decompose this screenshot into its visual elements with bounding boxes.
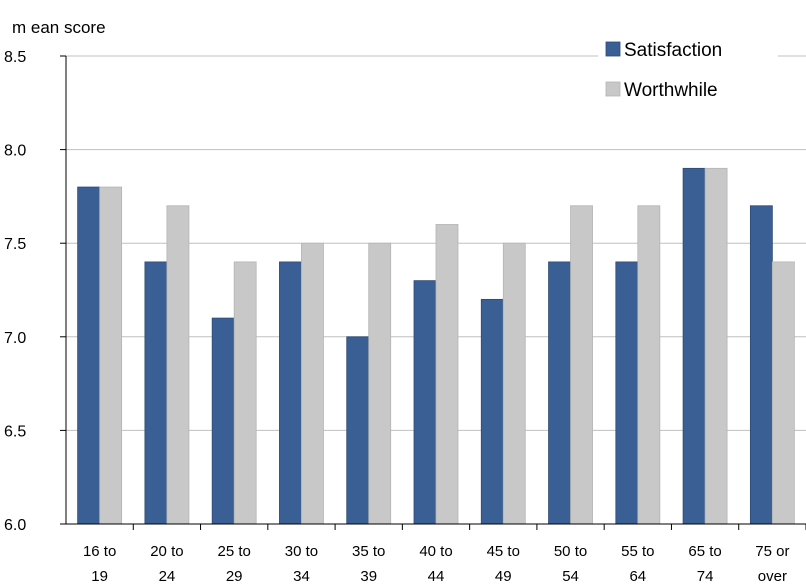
bar-satisfaction-16-to-19 bbox=[77, 186, 101, 525]
bar-satisfaction-20-to-24 bbox=[144, 261, 168, 525]
x-tick-label: 44 bbox=[428, 568, 445, 585]
legend-swatch-satisfaction bbox=[605, 41, 621, 57]
x-tick-label: 34 bbox=[293, 568, 310, 585]
x-tick-label: 29 bbox=[226, 568, 243, 585]
y-tick-label: 7.0 bbox=[4, 330, 26, 347]
x-tick-label: 65 to bbox=[688, 543, 721, 560]
bar-satisfaction-35-to-39 bbox=[346, 336, 370, 525]
x-tick-label: 20 to bbox=[150, 543, 183, 560]
y-tick-labels: 6.0 6.5 7.0 7.5 8.0 8.5 bbox=[4, 49, 26, 534]
legend-label-satisfaction: Satisfaction bbox=[624, 40, 722, 61]
x-tick-label: 45 to bbox=[487, 543, 520, 560]
legend-swatch-worthwhile bbox=[605, 81, 621, 97]
x-tick-label: 40 to bbox=[419, 543, 452, 560]
x-tick-label: 75 or bbox=[755, 543, 789, 560]
bar-satisfaction-25-to-29 bbox=[211, 317, 235, 525]
bar-worthwhile-20-to-24 bbox=[166, 205, 190, 525]
y-tick-label: 8.5 bbox=[4, 49, 26, 66]
y-tick-label: 6.0 bbox=[4, 517, 26, 534]
bar-satisfaction-40-to-44 bbox=[413, 280, 437, 525]
bars bbox=[77, 167, 795, 525]
bar-worthwhile-75-or-over bbox=[771, 261, 795, 525]
bar-worthwhile-50-to-54 bbox=[570, 205, 593, 525]
bar-worthwhile-40-to-44 bbox=[435, 224, 459, 525]
legend-label-worthwhile: Worthwhile bbox=[624, 80, 718, 101]
y-tick-label: 7.5 bbox=[4, 236, 26, 253]
bar-worthwhile-65-to-74 bbox=[704, 167, 728, 525]
x-tick-label: 39 bbox=[360, 568, 377, 585]
y-tick-label: 8.0 bbox=[4, 143, 26, 160]
bar-worthwhile-25-to-29 bbox=[233, 261, 257, 525]
bar-worthwhile-55-to-64 bbox=[637, 205, 661, 525]
x-tick-label: 55 to bbox=[621, 543, 654, 560]
x-tick-label: 30 to bbox=[285, 543, 318, 560]
bar-satisfaction-65-to-74 bbox=[682, 167, 706, 525]
x-tick-label: 54 bbox=[562, 568, 579, 585]
bar-satisfaction-75-or-over bbox=[749, 205, 773, 525]
x-tick-label: 35 to bbox=[352, 543, 385, 560]
x-tick-label: 16 to bbox=[83, 543, 116, 560]
bar-satisfaction-45-to-49 bbox=[480, 298, 504, 525]
x-tick-label: 19 bbox=[91, 568, 108, 585]
y-axis-label: m ean score bbox=[12, 18, 106, 37]
bar-worthwhile-35-to-39 bbox=[368, 242, 392, 525]
legend: Satisfaction Worthwhile bbox=[598, 34, 778, 110]
bar-worthwhile-16-to-19 bbox=[99, 186, 123, 525]
bar-worthwhile-45-to-49 bbox=[502, 242, 526, 525]
x-tick-label: 74 bbox=[697, 568, 714, 585]
x-tick-label: over bbox=[758, 568, 787, 585]
x-tick-label: 50 to bbox=[554, 543, 587, 560]
x-tick-label: 24 bbox=[159, 568, 176, 585]
x-tick-label: 25 to bbox=[217, 543, 250, 560]
legend-background bbox=[598, 34, 778, 110]
bar-satisfaction-30-to-34 bbox=[279, 261, 302, 525]
y-tick-label: 6.5 bbox=[4, 423, 26, 440]
x-tick-label: 49 bbox=[495, 568, 512, 585]
axes bbox=[60, 55, 806, 530]
bar-satisfaction-50-to-54 bbox=[548, 261, 571, 525]
bar-worthwhile-30-to-34 bbox=[301, 242, 324, 525]
x-tick-label: 64 bbox=[629, 568, 646, 585]
bar-satisfaction-55-to-64 bbox=[615, 261, 639, 525]
x-tick-labels: 16 to 19 20 to 24 25 to 29 30 to 34 35 to 39 40 to… bbox=[83, 543, 790, 585]
